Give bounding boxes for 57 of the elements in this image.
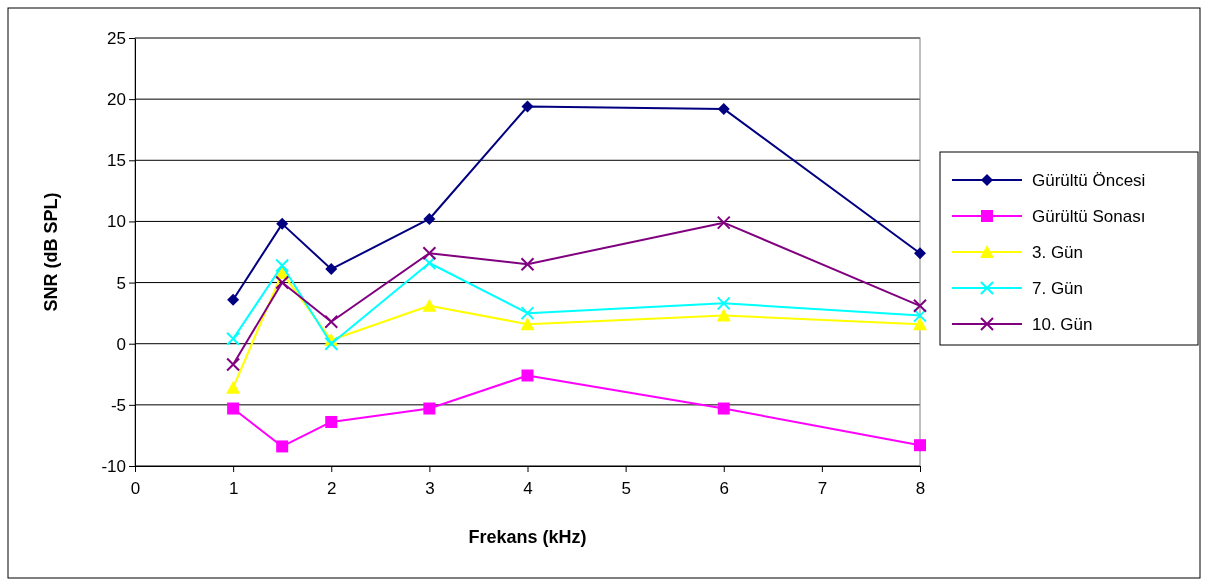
point (226, 380, 241, 394)
legend-label: Gürültü Öncesi (1032, 171, 1146, 190)
x-tick-label: 5 (621, 478, 631, 498)
point (226, 331, 241, 346)
point (324, 336, 339, 351)
point (913, 317, 927, 331)
x-tick-label: 7 (817, 478, 828, 498)
legend-label: 3. Gün (1032, 243, 1084, 262)
x-tick-label: 3 (425, 478, 435, 498)
point (716, 215, 731, 230)
point (521, 100, 534, 113)
point (520, 306, 535, 321)
y-tick-label: -5 (110, 395, 126, 415)
legend-label: Gürültü Sonası (1032, 207, 1146, 226)
x-tick-label: 2 (327, 478, 337, 498)
y-axis-title: SNR (dB SPL) (41, 192, 61, 312)
point (422, 246, 437, 261)
y-tick-label: 5 (116, 273, 126, 293)
x-tick-label: 0 (130, 478, 141, 498)
point (275, 275, 290, 290)
point (717, 102, 730, 115)
point (716, 296, 731, 311)
legend-label: 7. Gün (1032, 279, 1084, 298)
y-tick-label: 10 (107, 212, 126, 232)
point (422, 256, 437, 271)
point (914, 247, 926, 260)
point (913, 298, 927, 313)
point (520, 257, 535, 272)
point (325, 415, 338, 428)
point (275, 258, 290, 273)
x-tick-label: 8 (915, 478, 926, 498)
point (717, 402, 730, 415)
point (276, 217, 289, 230)
x-tick-label: 4 (523, 478, 533, 498)
y-tick-label: -10 (101, 456, 126, 476)
y-tick-label: 20 (107, 90, 126, 110)
point (913, 308, 927, 323)
point (423, 402, 436, 415)
point (226, 357, 241, 372)
point (422, 298, 437, 312)
point (716, 308, 731, 322)
point (276, 440, 289, 453)
point (325, 263, 338, 276)
y-tick-label: 15 (107, 151, 126, 171)
point (423, 212, 436, 225)
x-tick-label: 1 (228, 478, 239, 498)
point (324, 314, 339, 329)
x-axis-title: Frekans (kHz) (468, 527, 587, 547)
point (227, 293, 240, 306)
point (227, 402, 240, 415)
x-tick-label: 6 (719, 478, 729, 498)
point (520, 317, 535, 331)
y-tick-label: 25 (107, 28, 126, 48)
point (914, 439, 926, 452)
y-tick-label: 0 (116, 334, 126, 354)
legend-label: 10. Gün (1032, 315, 1093, 334)
point (521, 369, 534, 382)
